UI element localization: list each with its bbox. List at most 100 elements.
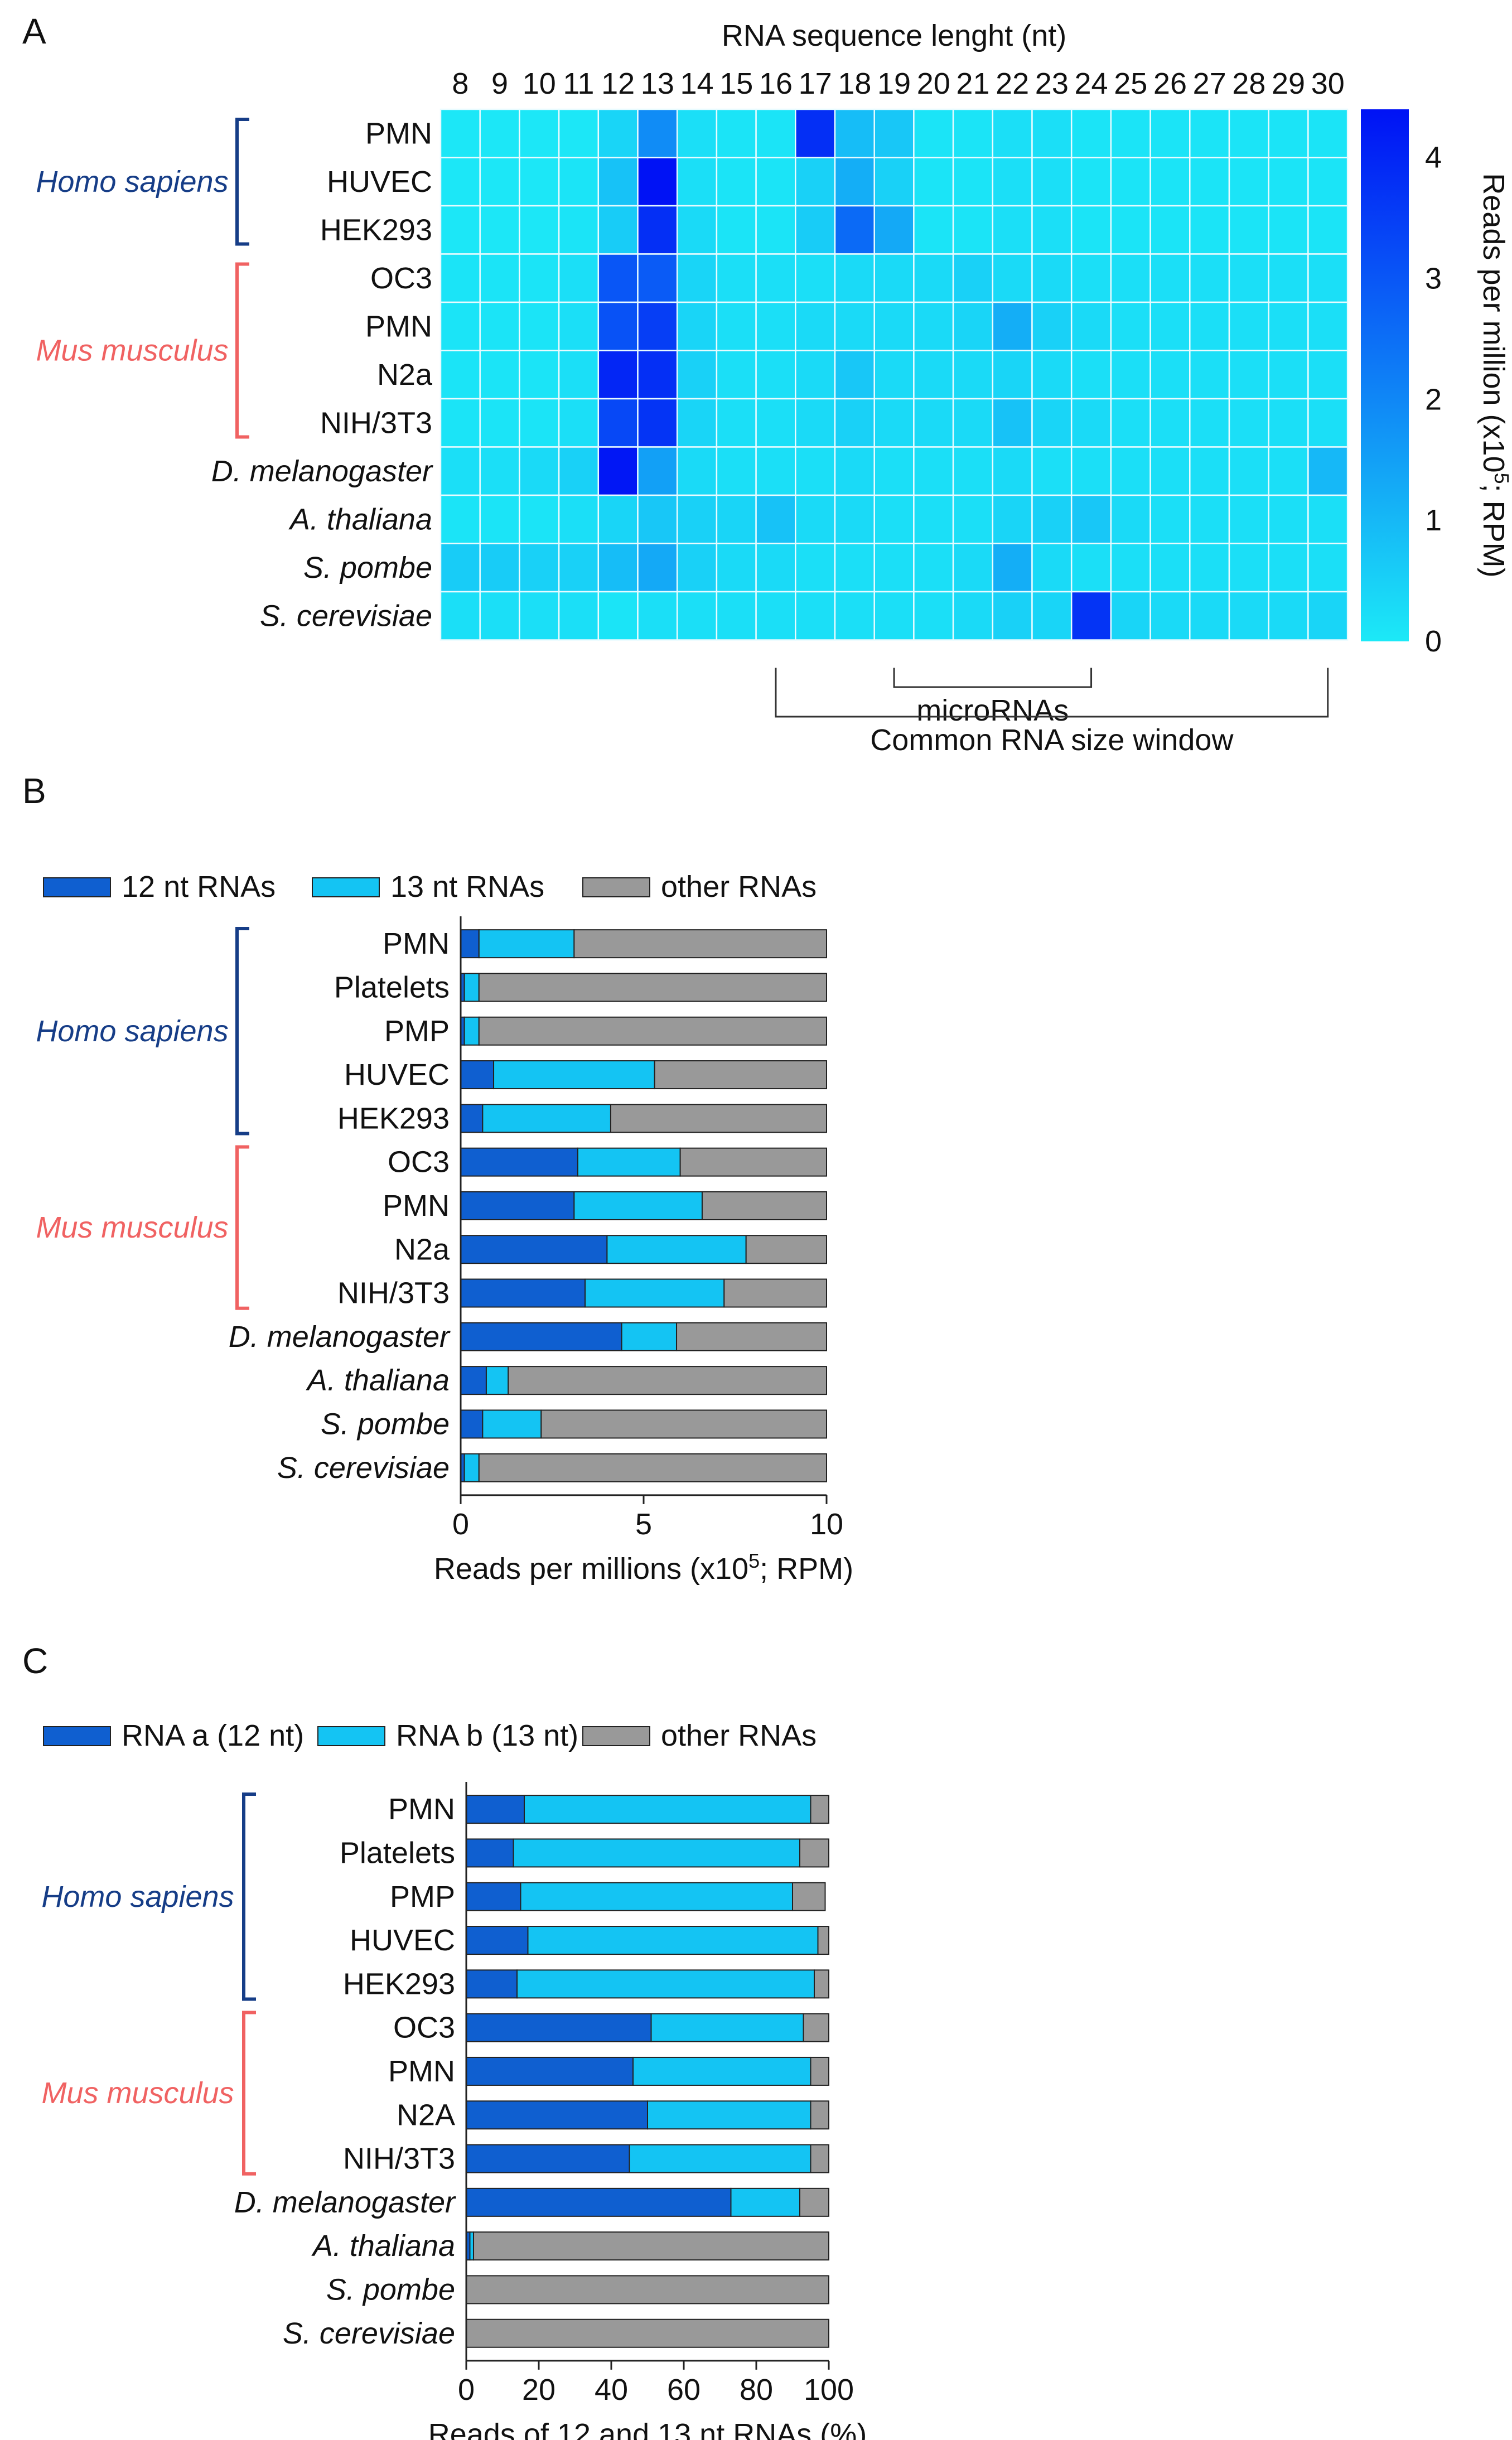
- heatmap-cell: [1149, 494, 1191, 544]
- bar-category-label: S. pombe: [326, 2273, 455, 2306]
- heatmap-cell: [637, 108, 678, 158]
- heatmap-cell: [558, 205, 600, 255]
- heatmap-cell: [519, 543, 560, 593]
- bar-segment: [527, 1926, 819, 1955]
- heatmap-cell: [1110, 494, 1151, 544]
- group-bracket: [242, 2011, 256, 2176]
- bar-segment: [466, 1838, 514, 1868]
- bar-segment: [654, 1060, 828, 1090]
- heatmap-col-label: 27: [1193, 67, 1226, 100]
- heatmap-cell: [637, 398, 678, 448]
- heatmap-cell: [755, 591, 796, 641]
- x-tick-label: 0: [452, 1508, 469, 1541]
- heatmap-cell: [676, 157, 718, 207]
- heatmap-cell: [439, 301, 481, 351]
- heatmap-cell: [1228, 398, 1269, 448]
- heatmap-cell: [873, 205, 915, 255]
- heatmap-cell: [716, 543, 757, 593]
- heatmap-cell: [597, 494, 639, 544]
- heatmap-col-label: 29: [1272, 67, 1305, 100]
- heatmap-cell: [1149, 157, 1191, 207]
- heatmap-cell: [795, 205, 836, 255]
- heatmap-cell: [1031, 350, 1073, 400]
- bar-segment: [577, 1147, 681, 1177]
- legend-label: 12 nt RNAs: [122, 870, 276, 903]
- heatmap-x-title: RNA sequence lenght (nt): [722, 19, 1066, 52]
- bar-segment: [466, 2318, 829, 2348]
- group-bracket: [242, 1792, 256, 2001]
- heatmap-cell: [834, 157, 875, 207]
- heatmap-cell: [795, 398, 836, 448]
- heatmap-cell: [1189, 350, 1230, 400]
- heatmap-cell: [755, 108, 796, 158]
- heatmap-cell: [755, 398, 796, 448]
- heatmap-cell: [992, 543, 1033, 593]
- heatmap-cell: [1149, 398, 1191, 448]
- heatmap-cell: [558, 108, 600, 158]
- heatmap-cell: [873, 253, 915, 303]
- x-axis-label: Reads per millions (x105; RPM): [434, 1549, 853, 1586]
- heatmap-cell: [1307, 446, 1349, 496]
- heatmap-row-label: S. pombe: [303, 551, 432, 584]
- bar-segment: [606, 1235, 747, 1264]
- bar-category-label: N2a: [394, 1233, 450, 1266]
- heatmap-row-label: N2a: [377, 358, 433, 392]
- heatmap-cell: [992, 157, 1033, 207]
- bar-segment: [803, 2013, 829, 2042]
- bar-segment: [810, 1795, 829, 1824]
- heatmap-panel: RNA sequence lenght (nt)8 9 10 11 12 13 14 15 16…: [36, 19, 1512, 757]
- heatmap-cell: [1268, 543, 1309, 593]
- heatmap-cell: [992, 205, 1033, 255]
- bar-segment: [460, 1366, 487, 1395]
- panel-label-c: C: [22, 1641, 48, 1681]
- colorbar-tick: 1: [1425, 504, 1442, 537]
- heatmap-cell: [1228, 108, 1269, 158]
- heatmap-cell: [834, 591, 875, 641]
- heatmap-cell: [795, 591, 836, 641]
- bar-category-label: A. thaliana: [306, 1364, 450, 1397]
- x-tick-label: 10: [810, 1508, 843, 1541]
- heatmap-cell: [558, 253, 600, 303]
- bar-segment: [460, 1322, 622, 1351]
- heatmap-cell: [834, 398, 875, 448]
- heatmap-cell: [755, 543, 796, 593]
- bar-segment: [810, 2056, 829, 2086]
- heatmap-cell: [479, 253, 520, 303]
- heatmap-cell: [439, 253, 481, 303]
- heatmap-cell: [558, 591, 600, 641]
- heatmap-cell: [519, 446, 560, 496]
- bar-segment: [460, 1060, 495, 1090]
- bar-category-label: NIH/3T3: [343, 2142, 455, 2176]
- panel-label-b: B: [22, 771, 46, 811]
- bar-segment: [460, 1278, 586, 1308]
- x-axis-label: Reads of 12 and 13 nt RNAs (%): [428, 2418, 867, 2440]
- bar-segment: [482, 1104, 611, 1133]
- heatmap-col-label: 23: [1035, 67, 1069, 100]
- group-label: Mus musculus: [36, 1211, 228, 1244]
- legend-label: other RNAs: [661, 870, 817, 903]
- heatmap-row-label: HEK293: [320, 213, 432, 247]
- heatmap-cell: [795, 108, 836, 158]
- heatmap-cell: [558, 543, 600, 593]
- heatmap-cell: [1070, 591, 1112, 641]
- legend-swatch: [43, 877, 111, 897]
- heatmap-cell: [755, 301, 796, 351]
- bar-segment: [676, 1322, 828, 1351]
- heatmap-cell: [913, 253, 954, 303]
- bar-segment: [466, 1969, 518, 1999]
- heatmap-cell: [1149, 591, 1191, 641]
- heatmap-cell: [834, 301, 875, 351]
- bar-category-label: Platelets: [334, 970, 450, 1004]
- colorbar-tick: 4: [1425, 141, 1442, 175]
- heatmap-cell: [597, 205, 639, 255]
- bar-segment: [520, 1882, 793, 1911]
- bar-segment: [810, 2144, 829, 2173]
- heatmap-cell: [834, 350, 875, 400]
- heatmap-cell: [755, 446, 796, 496]
- group-bracket: [235, 262, 249, 439]
- heatmap-cell: [1031, 301, 1073, 351]
- heatmap-cell: [1070, 108, 1112, 158]
- group-label: Mus musculus: [36, 334, 228, 368]
- heatmap-cell: [439, 494, 481, 544]
- group-label: Mus musculus: [41, 2076, 234, 2110]
